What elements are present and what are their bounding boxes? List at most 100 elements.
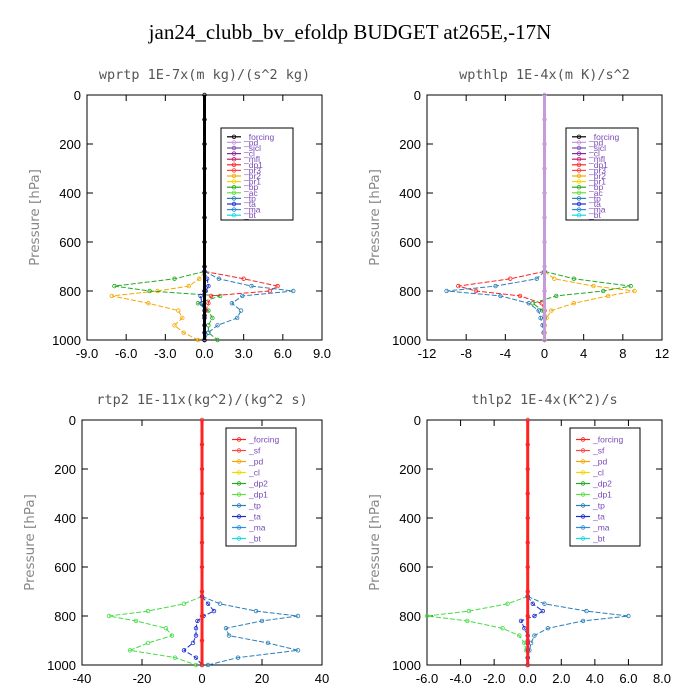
legend-label: _mfl [588,154,605,164]
x-tick-label: -8 [460,346,472,361]
x-tick-label: -3.0 [154,346,176,361]
data-point [202,190,207,196]
data-point [127,648,133,653]
y-axis-label: Pressure [hPa] [367,169,383,266]
data-point [525,466,530,472]
x-tick-label: 0 [198,671,205,686]
y-tick-label: 600 [399,560,421,575]
x-tick-label: 4 [580,346,587,361]
legend-marker [231,156,237,162]
y-tick-label: 1000 [392,333,421,348]
data-point [146,301,151,306]
data-point [554,293,559,299]
data-point [424,613,430,619]
data-point [626,613,631,619]
legend-label: _sicl [588,143,606,153]
y-tick-label: 1000 [52,333,81,348]
data-point [197,276,202,281]
series-line-ta [520,596,544,665]
data-point [181,648,187,653]
legend-label: _forcing [248,435,280,445]
legend-marker [231,184,237,190]
data-point [211,608,217,614]
legend-marker [231,179,237,184]
legend-marker [236,525,242,530]
y-tick-label: 0 [414,413,421,428]
data-point [234,315,240,321]
data-point [193,655,199,660]
data-point [206,323,211,328]
data-point [226,633,232,638]
data-point [549,308,554,313]
data-point [500,626,505,631]
data-point [145,640,151,646]
x-tick-label: 6.0 [619,671,637,686]
data-point [444,288,449,294]
data-point [202,141,207,147]
data-point [525,442,530,447]
x-tick-label: -20 [133,671,152,686]
data-point [202,166,207,171]
legend-marker [236,503,242,508]
data-point [526,301,532,306]
data-point [181,330,186,335]
data-point [265,640,271,646]
legend-marker [236,536,242,541]
series-line-dp1 [426,595,529,665]
y-tick-label: 400 [399,511,421,526]
chart-1: wpthlp 1E-4x(m K)/s^2 Pressure [hPa] 0 200 4… [367,67,669,361]
data-point [195,618,200,624]
data-point [202,288,207,294]
series-line-dp1 [108,595,203,666]
data-point [202,239,207,245]
y-tick-label: 1000 [47,658,76,673]
data-point [199,466,205,472]
y-tick-label: 800 [399,284,421,299]
data-point [525,662,530,668]
x-tick-label: 20 [255,671,269,686]
data-point [206,283,211,289]
legend-label: _dp1 [588,160,608,170]
x-tick-label: -9.0 [76,346,98,361]
data-point [112,283,117,289]
legend-marker [231,140,237,145]
legend-label: _ac [243,188,258,198]
legend-marker [580,514,586,519]
y-tick-label: 400 [59,186,81,201]
data-point [109,293,115,299]
y-tick-label: 400 [54,511,76,526]
x-tick-label: -4.0 [449,671,471,686]
y-tick-label: 800 [399,609,421,624]
data-point [522,626,527,631]
data-point [190,640,196,646]
legend-label: _tp [248,501,261,511]
y-tick-label: 600 [59,235,81,250]
data-point [172,655,178,660]
series-line-tp [201,595,299,666]
legend-label: _ta [248,512,261,522]
legend-marker [580,525,586,530]
x-tick-label: 4.0 [586,671,604,686]
x-tick-label: -6.0 [416,671,438,686]
data-point [295,648,301,653]
legend-label: _sicl [243,143,261,153]
legend-marker [576,212,582,218]
y-tick-label: 800 [59,284,81,299]
legend-label: _bp [243,182,258,192]
data-point [147,288,152,294]
data-point [202,313,207,318]
legend-label: _ma [588,205,606,215]
legend-marker [231,151,237,156]
data-point [145,608,151,614]
data-point [186,283,192,289]
data-point [193,633,199,638]
legend-marker [236,437,242,442]
legend-label: _cl [243,149,255,159]
data-point [525,589,530,594]
data-point [530,601,535,606]
y-axis-label: Pressure [hPa] [367,494,383,591]
y-tick-label: 0 [74,88,81,103]
data-point [181,601,187,606]
data-point [217,601,223,606]
